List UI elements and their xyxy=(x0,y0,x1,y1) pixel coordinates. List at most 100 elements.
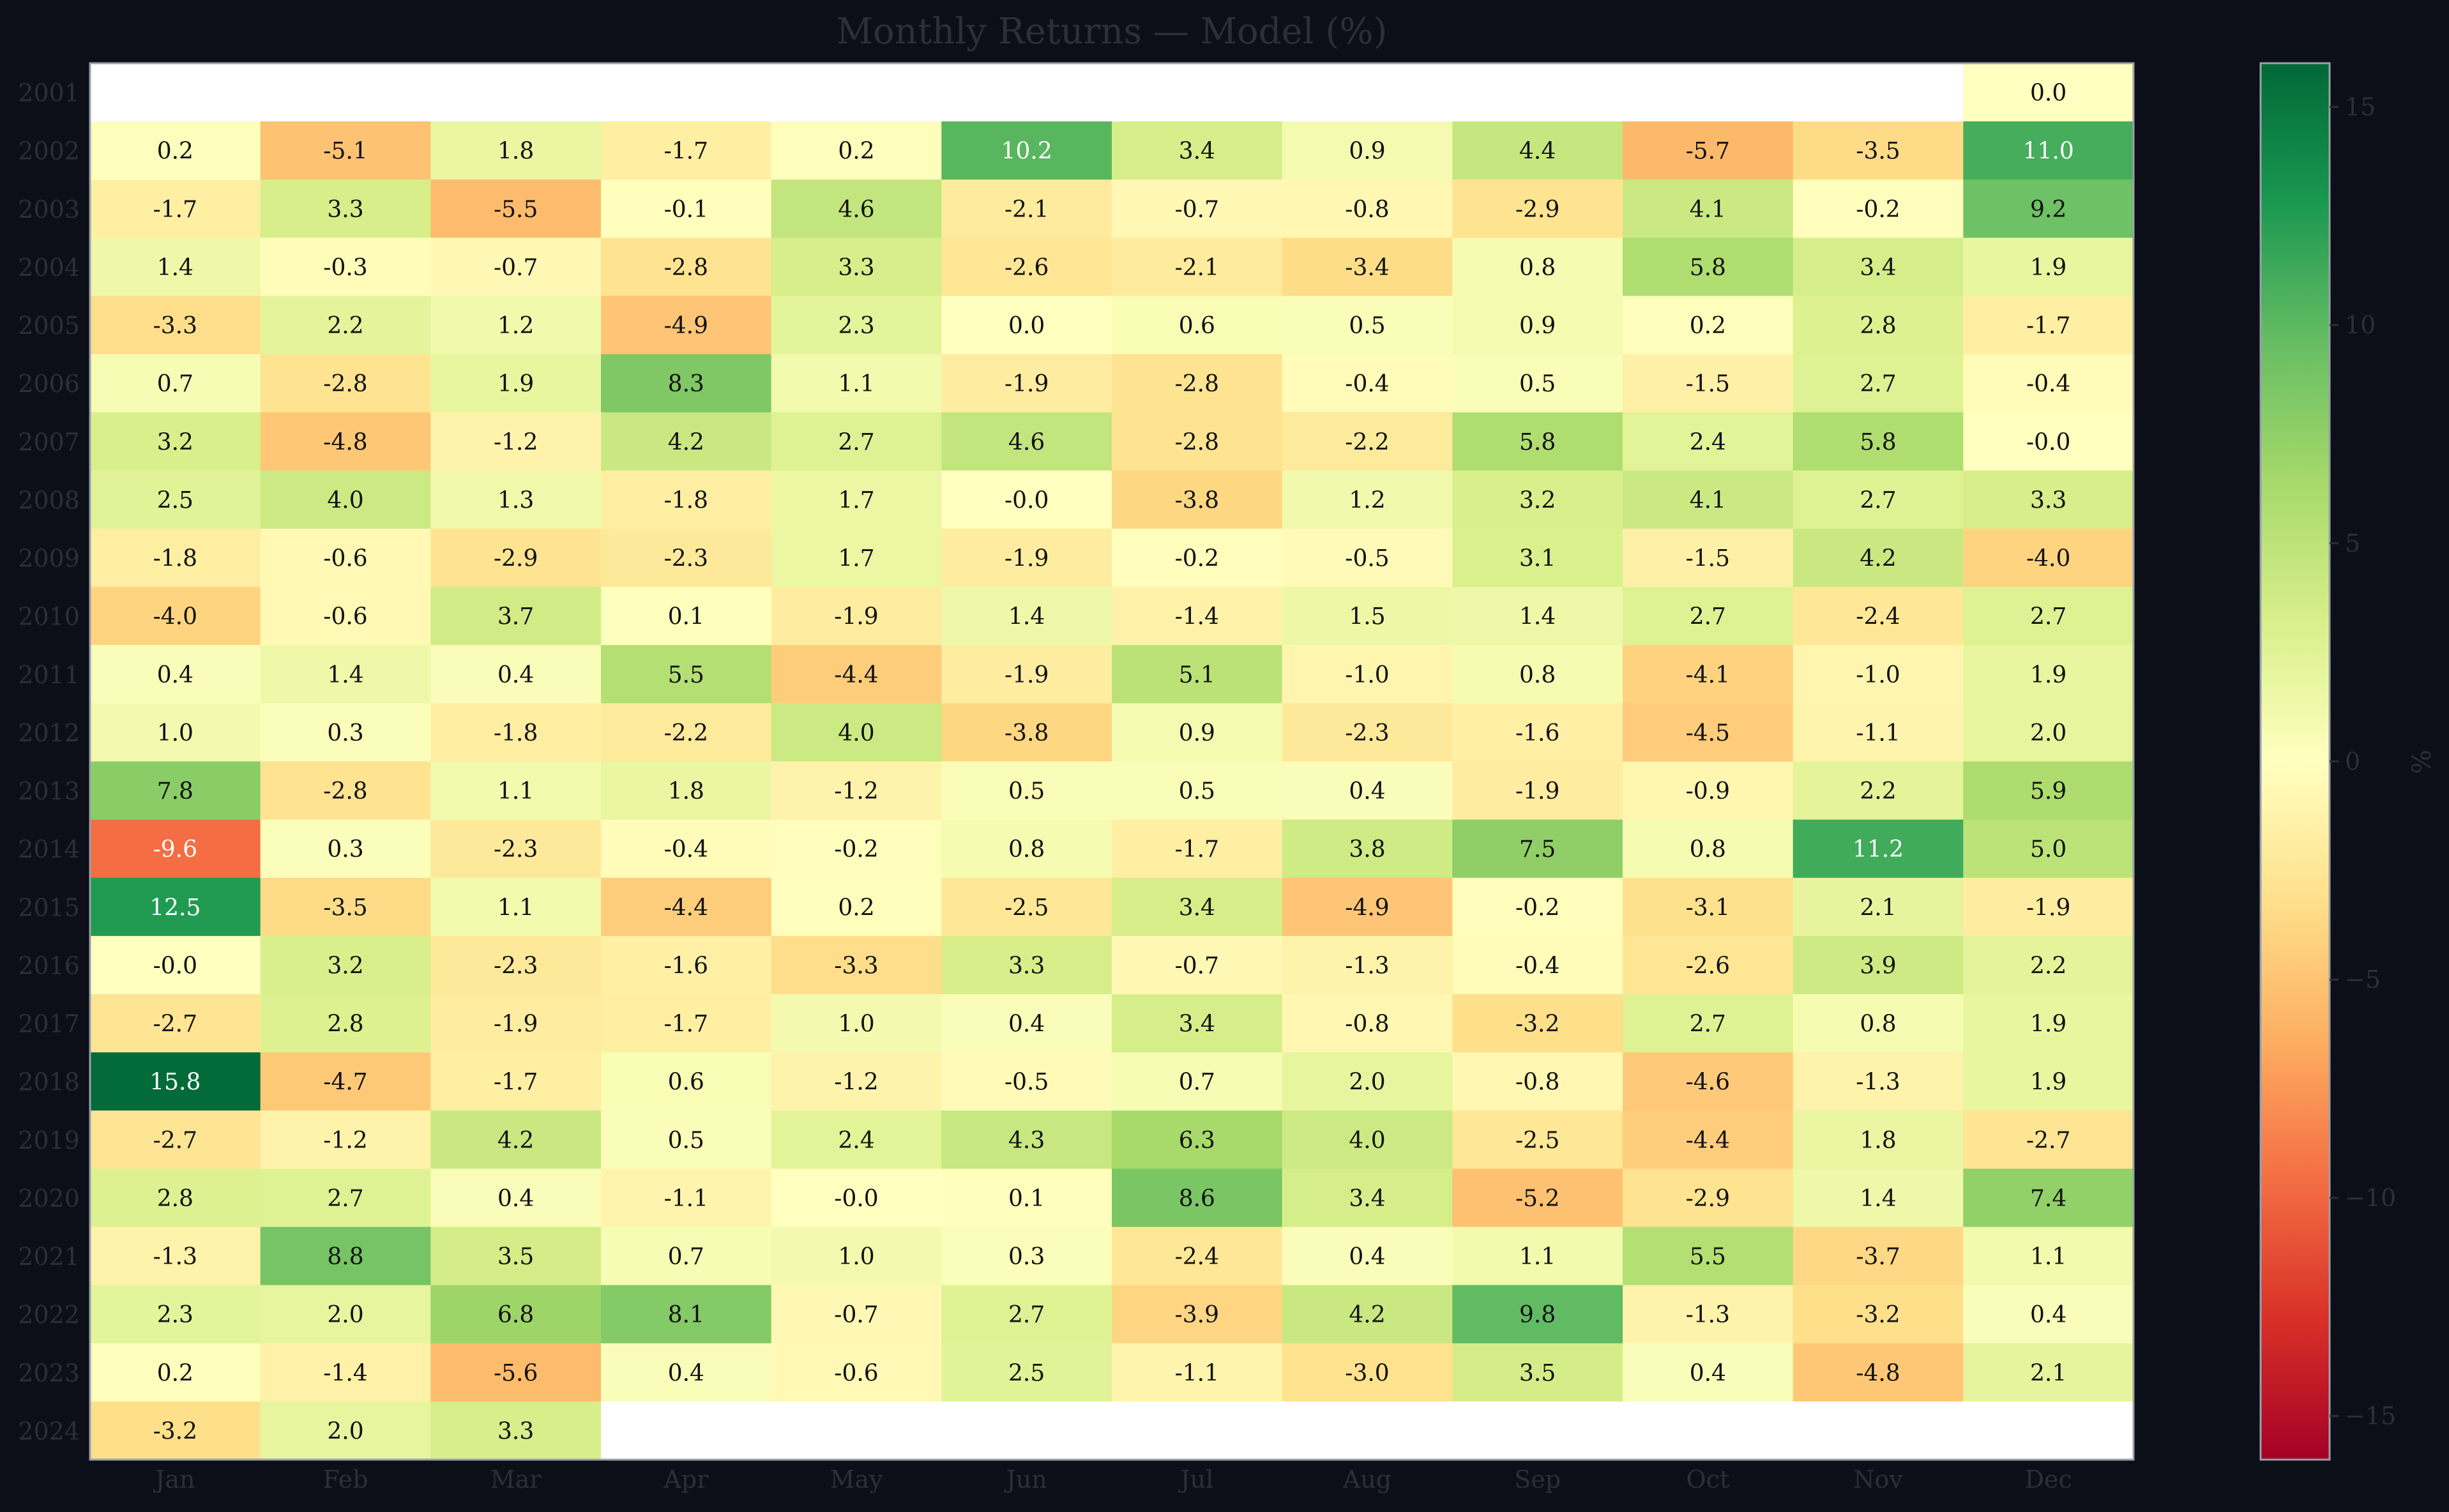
cell-value-label: 4.4 xyxy=(1519,139,1556,165)
cell-value-label: 0.6 xyxy=(668,1070,704,1096)
heatmap-cell xyxy=(1963,1227,2134,1286)
cell-value-label: -0.1 xyxy=(664,197,708,223)
heatmap-cell xyxy=(1452,1052,1623,1111)
cell-value-label: -4.7 xyxy=(323,1070,367,1096)
cell-value-label: 0.9 xyxy=(1519,313,1556,339)
cell-value-label: -1.8 xyxy=(494,720,538,746)
cell-value-label: 3.2 xyxy=(327,953,363,979)
heatmap-cell xyxy=(430,354,602,413)
month-tick-label: Oct xyxy=(1686,1465,1729,1493)
cell-value-label: -1.5 xyxy=(1686,546,1730,572)
cell-value-label: 5.9 xyxy=(2030,778,2066,805)
heatmap-cell xyxy=(1282,819,1453,879)
cell-value-label: -4.1 xyxy=(1686,662,1730,688)
year-tick-label: 2007 xyxy=(18,428,80,456)
cell-value-label: -2.9 xyxy=(1515,197,1559,223)
heatmap-cell xyxy=(1452,761,1623,820)
cell-value-label: -2.3 xyxy=(1345,720,1389,746)
cell-value-label: 2.7 xyxy=(838,429,874,455)
cell-value-label: 8.6 xyxy=(1179,1186,1215,1212)
heatmap-cell xyxy=(941,935,1112,995)
cell-value-label: -2.7 xyxy=(153,1128,197,1154)
cell-value-label: 1.0 xyxy=(838,1244,874,1270)
heatmap-cell xyxy=(1623,587,1794,646)
cell-value-label: -4.6 xyxy=(1686,1070,1730,1096)
heatmap-cell xyxy=(260,238,431,297)
year-tick-label: 2005 xyxy=(18,312,80,340)
heatmap-cell xyxy=(1623,238,1794,297)
heatmap-cell xyxy=(941,354,1112,413)
cell-value-label: 2.4 xyxy=(1690,429,1726,455)
cell-value-label: -0.4 xyxy=(1515,953,1559,979)
cell-value-label: -0.5 xyxy=(1345,546,1389,572)
heatmap-cell xyxy=(771,994,942,1053)
heatmap-cell xyxy=(1793,587,1964,646)
colorbar-tick-label: −10 xyxy=(2345,1184,2396,1212)
month-tick-label: Apr xyxy=(663,1465,709,1493)
heatmap-cell xyxy=(1963,935,2134,995)
cell-value-label: 2.8 xyxy=(157,1186,193,1212)
heatmap-cell xyxy=(1282,994,1453,1053)
cell-value-label: -1.1 xyxy=(1856,720,1900,746)
cell-value-label: -1.9 xyxy=(834,604,878,630)
heatmap-cell xyxy=(1623,121,1794,180)
cell-value-label: -2.2 xyxy=(1345,429,1389,455)
heatmap-cell xyxy=(941,296,1112,355)
heatmap-cell xyxy=(941,179,1112,238)
cell-value-label: -1.2 xyxy=(494,429,538,455)
heatmap-cell xyxy=(601,587,772,646)
cell-value-label: 2.1 xyxy=(2030,1360,2066,1386)
cell-value-label: 5.5 xyxy=(1690,1244,1726,1270)
heatmap-cell xyxy=(601,1401,772,1460)
cell-value-label: 3.3 xyxy=(327,197,363,223)
heatmap-cell xyxy=(90,179,261,238)
heatmap-cell xyxy=(601,1285,772,1344)
heatmap-cell xyxy=(260,587,431,646)
cell-value-label: 6.8 xyxy=(497,1302,534,1328)
cell-value-label: -5.5 xyxy=(494,197,538,223)
cell-value-label: 0.2 xyxy=(157,139,193,165)
cell-value-label: 4.2 xyxy=(668,429,704,455)
cell-value-label: 0.4 xyxy=(497,1186,534,1212)
cell-value-label: 0.4 xyxy=(668,1360,704,1386)
heatmap-cell xyxy=(1623,412,1794,471)
year-tick-label: 2010 xyxy=(18,603,80,631)
cell-value-label: 1.7 xyxy=(838,546,874,572)
heatmap-cell xyxy=(1282,1168,1453,1228)
heatmap-cell xyxy=(1623,296,1794,355)
heatmap-cell xyxy=(430,470,602,529)
heatmap-cell xyxy=(1112,529,1283,587)
heatmap-cell xyxy=(1623,819,1794,879)
cell-value-label: 1.3 xyxy=(497,487,534,513)
heatmap-cell xyxy=(1112,354,1283,413)
cell-value-label: 3.4 xyxy=(1860,255,1896,281)
cell-value-label: -2.1 xyxy=(1175,255,1219,281)
heatmap-cells: 0.0 0.2 -5.1 1.8 -1.7 0.2 10.2 3.4 0.9 4.4 -5.7 -3.… xyxy=(90,63,2134,1460)
cell-value-label: -1.0 xyxy=(1345,662,1389,688)
cell-value-label: 3.4 xyxy=(1349,1186,1385,1212)
cell-value-label: -0.0 xyxy=(1005,487,1049,513)
heatmap-cell xyxy=(430,761,602,820)
heatmap-cell xyxy=(771,1168,942,1228)
heatmap-cell xyxy=(1623,1227,1794,1286)
cell-value-label: 9.8 xyxy=(1519,1302,1556,1328)
cell-value-label: 1.5 xyxy=(1349,604,1385,630)
heatmap-cell xyxy=(1112,1168,1283,1228)
year-tick-label: 2008 xyxy=(18,486,80,514)
month-tick-label: Aug xyxy=(1342,1465,1391,1493)
cell-value-label: 0.4 xyxy=(497,662,534,688)
cell-value-label: 3.9 xyxy=(1860,953,1896,979)
cell-value-label: -2.7 xyxy=(2026,1128,2070,1154)
heatmap-cell xyxy=(1282,1052,1453,1111)
cell-value-label: -1.9 xyxy=(1515,778,1559,805)
month-labels: Jan Feb Mar Apr May Jun Jul Aug Sep Oct Nov Dec xyxy=(153,1465,2072,1493)
cell-value-label: 2.0 xyxy=(327,1302,363,1328)
cell-value-label: -2.2 xyxy=(664,720,708,746)
cell-value-label: 3.7 xyxy=(497,604,534,630)
cell-value-label: -2.9 xyxy=(494,546,538,572)
cell-value-label: 0.8 xyxy=(1519,255,1556,281)
heatmap-cell xyxy=(260,1110,431,1169)
heatmap-cell xyxy=(771,179,942,238)
cell-value-label: -1.3 xyxy=(1345,953,1389,979)
cell-value-label: 2.3 xyxy=(157,1302,193,1328)
